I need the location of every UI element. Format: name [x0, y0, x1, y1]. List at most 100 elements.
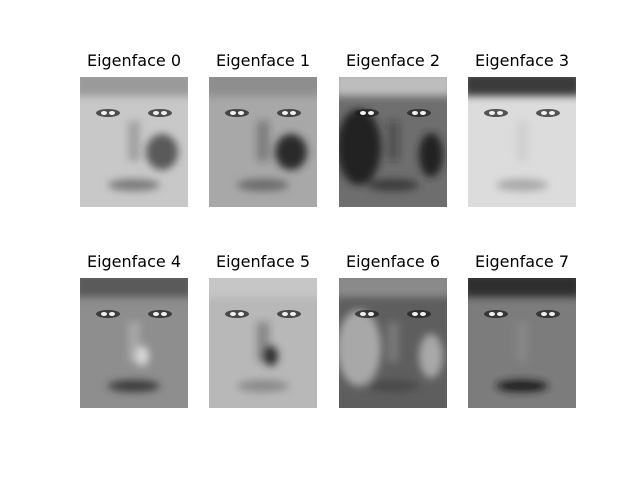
eigenface-panel-0: Eigenface 0 [80, 51, 188, 207]
eye-highlight [549, 312, 555, 316]
shadow-region [339, 109, 381, 185]
eye [484, 109, 508, 117]
eigenface-image [468, 77, 576, 207]
panel-title: Eigenface 2 [345, 51, 441, 70]
eye [277, 310, 301, 318]
nose-region [516, 322, 528, 362]
panel-title: Eigenface 7 [474, 252, 570, 271]
eye [277, 109, 301, 117]
shadow-region [419, 334, 443, 378]
nose-region [257, 121, 269, 161]
panel-title: Eigenface 3 [474, 51, 570, 70]
mouth-region [367, 380, 419, 392]
eye-highlight [153, 111, 159, 115]
hair-region [209, 77, 317, 96]
eye-highlight [489, 111, 495, 115]
shadow-region [339, 310, 381, 386]
mouth-region [108, 179, 160, 191]
eigenface-image [80, 278, 188, 408]
eye-highlight [541, 312, 547, 316]
eye-highlight [549, 111, 555, 115]
eye-highlight [489, 312, 495, 316]
mouth-region [496, 380, 548, 392]
eye-highlight [109, 312, 115, 316]
nose-region [257, 322, 269, 362]
eye-highlight [497, 111, 503, 115]
nose-region [128, 322, 140, 362]
eye-highlight [290, 111, 296, 115]
eye-highlight [230, 312, 236, 316]
shadow-region [275, 134, 307, 170]
eye-highlight [412, 111, 418, 115]
eigenface-panel-6: Eigenface 6 [339, 252, 447, 408]
eye-highlight [282, 111, 288, 115]
eye [536, 109, 560, 117]
eye-highlight [282, 312, 288, 316]
eye [225, 310, 249, 318]
eye-highlight [290, 312, 296, 316]
eigenface-panel-1: Eigenface 1 [209, 51, 317, 207]
eye-highlight [360, 312, 366, 316]
eye-highlight [368, 111, 374, 115]
eye-highlight [161, 111, 167, 115]
mouth-region [108, 380, 160, 392]
eye-highlight [161, 312, 167, 316]
nose-region [387, 121, 399, 161]
eye-highlight [412, 312, 418, 316]
hair-region [339, 77, 447, 96]
eye-highlight [101, 312, 107, 316]
eye-highlight [497, 312, 503, 316]
eigenface-image [209, 77, 317, 207]
eigenface-panel-5: Eigenface 5 [209, 252, 317, 408]
eye-highlight [238, 312, 244, 316]
hair-region [339, 278, 447, 297]
eigenface-image [339, 278, 447, 408]
eigenface-panel-3: Eigenface 3 [468, 51, 576, 207]
eigenface-image [339, 77, 447, 207]
eye-highlight [420, 312, 426, 316]
hair-region [209, 278, 317, 297]
shadow-region [146, 134, 178, 170]
nose-region [387, 322, 399, 362]
eye [96, 109, 120, 117]
nose-region [516, 121, 528, 161]
eye [536, 310, 560, 318]
eye-highlight [541, 111, 547, 115]
mouth-region [237, 179, 289, 191]
eigenface-panel-4: Eigenface 4 [80, 252, 188, 408]
panel-title: Eigenface 0 [86, 51, 182, 70]
eigenface-panel-2: Eigenface 2 [339, 51, 447, 207]
eye [355, 310, 379, 318]
hair-region [80, 278, 188, 297]
eye-highlight [420, 111, 426, 115]
panel-title: Eigenface 5 [215, 252, 311, 271]
mouth-region [237, 380, 289, 392]
eye [96, 310, 120, 318]
eigenface-image [209, 278, 317, 408]
hair-region [468, 77, 576, 96]
eigenface-panel-7: Eigenface 7 [468, 252, 576, 408]
eye-highlight [238, 111, 244, 115]
eigenface-image [80, 77, 188, 207]
eye-highlight [101, 111, 107, 115]
panel-title: Eigenface 1 [215, 51, 311, 70]
hair-region [80, 77, 188, 96]
eye [407, 310, 431, 318]
eye [407, 109, 431, 117]
eye [484, 310, 508, 318]
mouth-region [367, 179, 419, 191]
eye [148, 310, 172, 318]
panel-title: Eigenface 6 [345, 252, 441, 271]
panel-title: Eigenface 4 [86, 252, 182, 271]
hair-region [468, 278, 576, 297]
mouth-region [496, 179, 548, 191]
eye [355, 109, 379, 117]
shadow-region [419, 133, 443, 177]
eye [225, 109, 249, 117]
eye-highlight [368, 312, 374, 316]
eye-highlight [153, 312, 159, 316]
eye-highlight [230, 111, 236, 115]
eigenface-image [468, 278, 576, 408]
nose-region [128, 121, 140, 161]
